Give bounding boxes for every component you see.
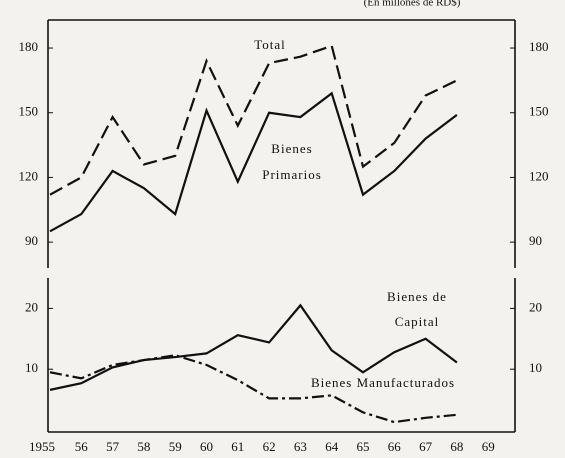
- x-tick-label: 57: [106, 439, 120, 454]
- x-tick-label: 66: [388, 439, 402, 454]
- y-tick-label: 10: [25, 360, 38, 375]
- chart-subtitle: (En millones de RD$): [364, 0, 461, 9]
- series-label: Primarios: [262, 167, 322, 182]
- y-tick-label: 150: [19, 104, 39, 119]
- x-tick-label: 65: [357, 439, 370, 454]
- x-tick-label: 59: [169, 439, 182, 454]
- y-tick-label: 20: [25, 299, 38, 314]
- x-tick-label: 61: [231, 439, 244, 454]
- x-tick-label: 60: [200, 439, 213, 454]
- series-line: [49, 354, 458, 424]
- y2-tick-label: 120: [529, 168, 549, 183]
- series-label: Bienes de: [387, 289, 447, 304]
- y-tick-label: 120: [19, 168, 39, 183]
- x-tick-label: 1955: [29, 439, 55, 454]
- series-label: Total: [254, 37, 286, 52]
- y2-tick-label: 150: [529, 104, 549, 119]
- x-tick-label: 62: [263, 439, 276, 454]
- x-tick-label: 64: [325, 439, 339, 454]
- x-tick-label: 68: [450, 439, 463, 454]
- series-line: [49, 91, 458, 233]
- y2-tick-label: 20: [529, 299, 542, 314]
- y2-tick-label: 10: [529, 360, 542, 375]
- y-tick-label: 90: [25, 233, 38, 248]
- series-label: Capital: [395, 314, 440, 329]
- series-label: Bienes Manufacturados: [311, 375, 455, 390]
- x-tick-label: 56: [75, 439, 89, 454]
- bottom-frame: [47, 278, 516, 433]
- series-label: Bienes: [271, 141, 312, 156]
- top-frame: [47, 19, 516, 268]
- series-line: [49, 44, 458, 196]
- y2-tick-label: 90: [529, 233, 542, 248]
- x-tick-label: 67: [419, 439, 433, 454]
- series-line: [49, 303, 458, 391]
- x-tick-label: 58: [137, 439, 150, 454]
- x-tick-label: 69: [482, 439, 495, 454]
- y2-tick-label: 180: [529, 39, 549, 54]
- y-tick-label: 180: [19, 39, 39, 54]
- x-tick-label: 63: [294, 439, 307, 454]
